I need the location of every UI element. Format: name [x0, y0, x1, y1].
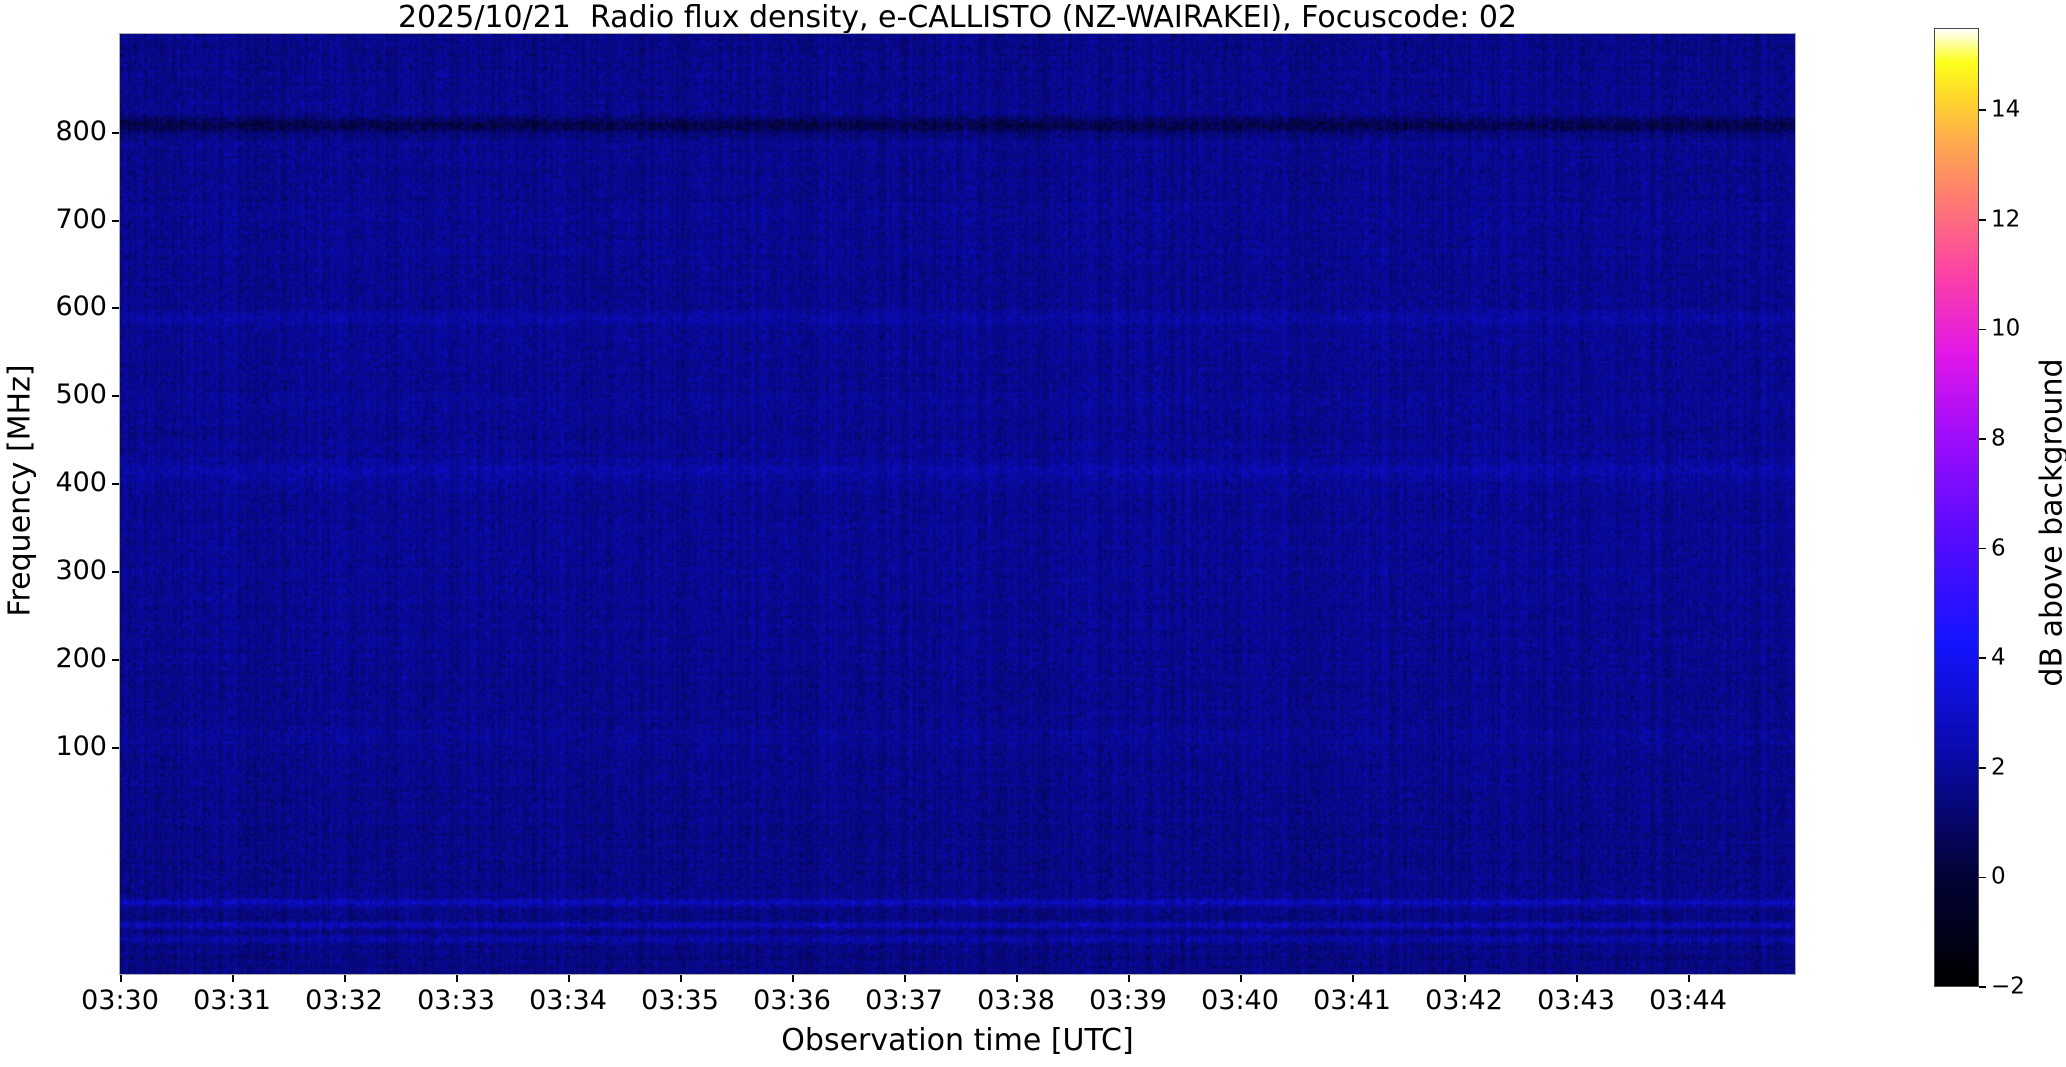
x-tick-label-0330: 03:30 — [81, 985, 159, 1016]
x-tick-mark — [344, 975, 346, 982]
colorbar-tick-mark — [1979, 767, 1986, 769]
colorbar-tick-mark — [1979, 328, 1986, 331]
y-tick-mark — [112, 659, 119, 661]
x-axis: 03:30 03:31 03:32 03:33 03:34 03:35 03:36 03:37… — [0, 975, 2066, 1067]
x-tick-label-0340: 03:40 — [1201, 985, 1279, 1016]
colorbar-tick-label: 0 — [1991, 863, 2006, 890]
x-tick-label-0343: 03:43 — [1537, 985, 1615, 1016]
y-tick-label: 600 — [55, 291, 107, 322]
colorbar-tick-label: −2 — [1991, 973, 2025, 1000]
colorbar-tick-label: 10 — [1991, 315, 2021, 342]
x-tick-label-0336: 03:36 — [753, 985, 831, 1016]
x-tick-mark — [1688, 975, 1690, 982]
x-tick-mark — [904, 975, 906, 982]
x-tick-label-0338: 03:38 — [977, 985, 1055, 1016]
colorbar-tick-label: 4 — [1991, 644, 2006, 671]
spectrogram-heatmap — [120, 34, 1795, 974]
x-tick-mark — [1576, 975, 1578, 982]
x-tick-label-0342: 03:42 — [1425, 985, 1503, 1016]
y-tick-label: 200 — [55, 643, 107, 674]
y-tick-label: 700 — [55, 204, 107, 235]
x-tick-mark — [1240, 975, 1242, 982]
colorbar-tick-mark — [1979, 109, 1986, 111]
colorbar-tick-label: 14 — [1991, 96, 2021, 123]
colorbar-tick-label: 6 — [1991, 535, 2006, 562]
y-tick-label: 500 — [55, 379, 107, 410]
colorbar-tick-mark — [1979, 547, 1986, 550]
colorbar-tick-label: 8 — [1991, 425, 2006, 452]
colorbar-tick-mark — [1979, 219, 1986, 221]
x-tick-mark — [1464, 975, 1466, 982]
x-tick-mark — [568, 975, 570, 982]
y-axis: Frequency [MHz] 800 700 600 500 400 300 200 100 — [0, 0, 119, 1067]
page-title: 2025/10/21 Radio flux density, e-CALLIST… — [397, 0, 1518, 35]
x-tick-label-0332: 03:32 — [305, 985, 383, 1016]
y-tick-label: 800 — [55, 116, 107, 147]
colorbar-tick-label: 12 — [1991, 206, 2021, 233]
x-tick-mark — [120, 975, 122, 982]
x-tick-label-0341: 03:41 — [1313, 985, 1391, 1016]
x-axis-label: Observation time [UTC] — [781, 1023, 1134, 1058]
y-tick-mark — [112, 747, 119, 749]
x-tick-label-0339: 03:39 — [1089, 985, 1167, 1016]
x-tick-mark — [1128, 975, 1130, 982]
colorbar-gradient — [1935, 29, 1978, 986]
y-axis-label: Frequency [MHz] — [2, 364, 38, 617]
x-tick-mark — [1352, 975, 1354, 982]
y-tick-mark — [112, 220, 119, 222]
colorbar-label: dB above background — [2034, 358, 2066, 687]
colorbar-tick-mark — [1979, 438, 1986, 440]
colorbar-tick-label: 2 — [1991, 754, 2006, 781]
x-tick-mark — [792, 975, 794, 982]
colorbar-tick-mark — [1979, 876, 1986, 879]
x-tick-mark — [232, 975, 234, 982]
x-tick-label-0337: 03:37 — [865, 985, 943, 1016]
y-tick-label: 400 — [55, 467, 107, 498]
x-tick-label-0333: 03:33 — [417, 985, 495, 1016]
x-tick-mark — [456, 975, 458, 982]
x-tick-mark — [680, 975, 682, 982]
y-tick-label: 100 — [55, 731, 107, 762]
y-tick-mark — [112, 132, 119, 134]
colorbar-tick-mark — [1979, 657, 1986, 659]
y-tick-mark — [112, 307, 119, 309]
x-tick-label-0344: 03:44 — [1649, 985, 1727, 1016]
spectrogram-plot-area[interactable] — [119, 33, 1796, 975]
x-tick-label-0331: 03:31 — [193, 985, 271, 1016]
colorbar-tick-mark — [1979, 986, 1986, 988]
y-tick-mark — [112, 483, 119, 485]
y-tick-mark — [112, 571, 119, 573]
x-tick-mark — [1016, 975, 1018, 982]
colorbar[interactable] — [1934, 28, 1979, 987]
x-tick-label-0334: 03:34 — [529, 985, 607, 1016]
colorbar-ticks: 14 12 10 8 6 4 2 0 −2 — [1979, 0, 2066, 1067]
y-tick-label: 300 — [55, 555, 107, 586]
y-tick-mark — [112, 395, 119, 397]
x-tick-label-0335: 03:35 — [641, 985, 719, 1016]
